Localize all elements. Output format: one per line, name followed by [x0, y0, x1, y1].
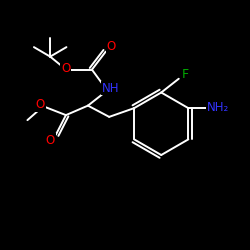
Text: F: F: [182, 68, 189, 81]
Text: O: O: [106, 40, 116, 52]
Text: O: O: [61, 62, 70, 75]
Text: NH: NH: [102, 82, 119, 94]
Text: O: O: [46, 134, 55, 146]
Text: NH₂: NH₂: [207, 101, 229, 114]
Text: O: O: [36, 98, 45, 111]
